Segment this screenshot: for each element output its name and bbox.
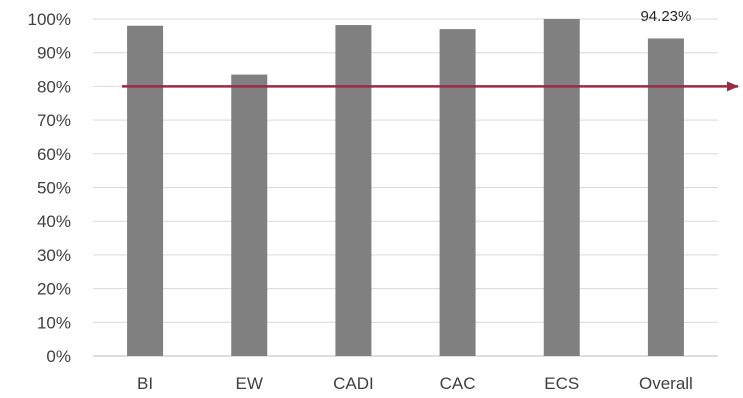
gridlines <box>93 18 718 357</box>
data-label: 94.23% <box>640 8 691 25</box>
bar-cadi <box>335 25 372 356</box>
y-tick-label: 40% <box>37 212 71 231</box>
y-tick-label: 70% <box>37 111 71 130</box>
bars <box>127 19 684 357</box>
y-tick-label: 50% <box>37 179 71 198</box>
x-tick-label: EW <box>236 374 263 393</box>
y-tick-label: 20% <box>37 280 71 299</box>
y-tick-label: 0% <box>46 347 71 366</box>
x-axis-tick-labels: BI EW CADI CAC ECS Overall <box>137 374 693 393</box>
y-tick-label: 60% <box>37 145 71 164</box>
bar-ew <box>231 74 268 356</box>
bar-ecs <box>543 19 580 356</box>
x-tick-label: CAC <box>440 374 476 393</box>
x-tick-label: CADI <box>333 374 374 393</box>
bar-bi <box>127 25 164 357</box>
x-tick-label: BI <box>137 374 153 393</box>
x-tick-label: ECS <box>544 374 579 393</box>
y-tick-label: 100% <box>28 10 71 29</box>
y-tick-label: 10% <box>37 313 71 332</box>
data-labels: 94.23% <box>640 8 691 25</box>
bar-overall <box>647 38 684 357</box>
bar-cac <box>439 29 476 357</box>
y-tick-label: 30% <box>37 246 71 265</box>
y-tick-label: 90% <box>37 44 71 63</box>
y-tick-label: 80% <box>37 77 71 96</box>
y-axis-tick-labels: 0% 10% 20% 30% 40% 50% 60% 70% 80% 90% 100% <box>28 10 71 366</box>
x-tick-label: Overall <box>639 374 693 393</box>
